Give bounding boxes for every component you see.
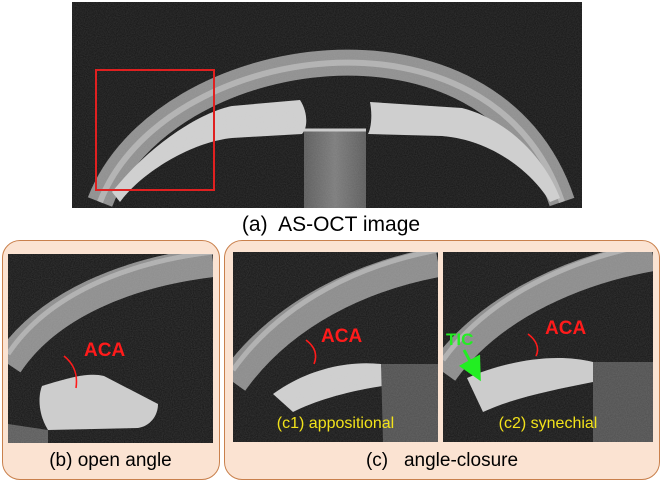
aca-label-b: ACA [84,340,126,361]
appositional-image [233,252,438,442]
aca-label-c1: ACA [321,326,363,347]
label-synechial: (c2) synechial [498,415,598,432]
synechial-image [443,252,653,442]
caption-b: (b) open angle [49,450,172,471]
open-angle-image [8,254,213,443]
aca-label-c2: ACA [545,318,587,339]
label-appositional: (c1) appositional [276,415,395,432]
tic-label: TIC [446,330,474,349]
caption-c: (c) angle-closure [365,450,519,471]
as-oct-full-image [72,2,582,208]
caption-a: (a) AS-OCT image [241,213,421,236]
roi-box [95,69,215,191]
